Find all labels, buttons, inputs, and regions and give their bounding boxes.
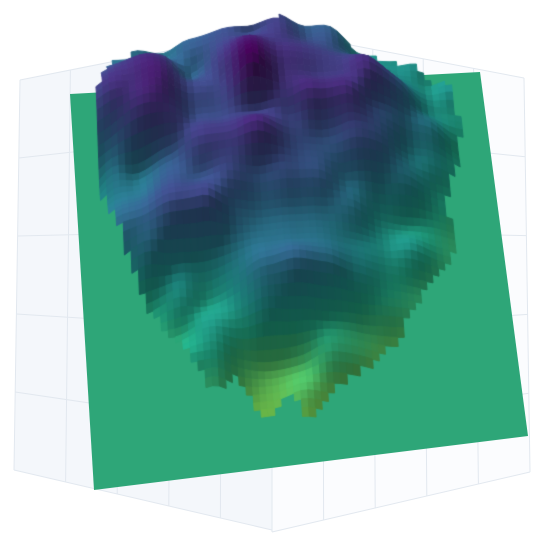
surface-3d-chart <box>0 0 544 544</box>
surface-canvas <box>0 0 544 544</box>
